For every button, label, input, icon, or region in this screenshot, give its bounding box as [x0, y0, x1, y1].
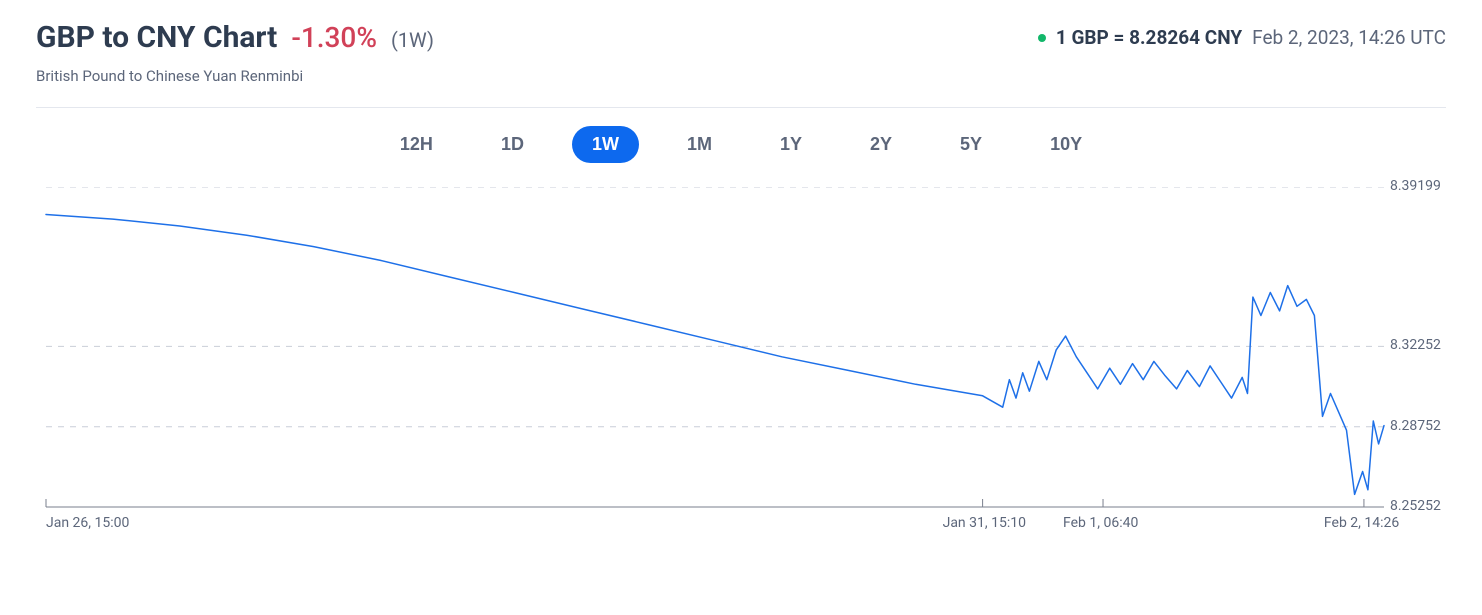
range-tab-2y[interactable]: 2Y	[850, 126, 912, 163]
header-row: GBP to CNY Chart -1.30% (1W) British Pou…	[36, 20, 1446, 85]
chart-area[interactable]: 8.391998.322528.287528.25252Jan 26, 15:0…	[36, 187, 1446, 547]
chart-svg	[36, 187, 1446, 547]
range-tab-1m[interactable]: 1M	[667, 126, 732, 163]
x-axis-label: Jan 26, 15:00	[46, 515, 129, 531]
x-axis-label: Feb 2, 14:26	[1324, 515, 1399, 531]
rate-timestamp: Feb 2, 2023, 14:26 UTC	[1252, 26, 1446, 49]
x-axis-label: Feb 1, 06:40	[1063, 515, 1138, 531]
currency-chart-widget: GBP to CNY Chart -1.30% (1W) British Pou…	[0, 0, 1482, 557]
divider	[36, 107, 1446, 108]
range-tab-5y[interactable]: 5Y	[940, 126, 1002, 163]
x-axis-label: Jan 31, 15:10	[943, 515, 1026, 531]
chart-subtitle: British Pound to Chinese Yuan Renminbi	[36, 67, 434, 85]
range-tab-10y[interactable]: 10Y	[1030, 126, 1102, 163]
range-tab-1d[interactable]: 1D	[481, 126, 544, 163]
period-suffix: (1W)	[391, 28, 434, 52]
y-axis-label: 8.25252	[1390, 498, 1441, 514]
rate-text: 1 GBP = 8.28264 CNY	[1056, 26, 1242, 49]
range-tab-1y[interactable]: 1Y	[760, 126, 822, 163]
current-rate: 1 GBP = 8.28264 CNY Feb 2, 2023, 14:26 U…	[1038, 20, 1446, 49]
y-axis-label: 8.39199	[1390, 178, 1441, 194]
range-tabs: 12H 1D 1W 1M 1Y 2Y 5Y 10Y	[36, 126, 1446, 163]
y-axis-label: 8.28752	[1390, 418, 1441, 434]
range-tab-1w[interactable]: 1W	[572, 126, 639, 163]
title-line: GBP to CNY Chart -1.30% (1W)	[36, 20, 434, 55]
range-tab-12h[interactable]: 12H	[380, 126, 453, 163]
y-axis-label: 8.32252	[1390, 337, 1441, 353]
live-dot-icon	[1038, 34, 1046, 42]
chart-title: GBP to CNY Chart	[36, 20, 277, 55]
title-block: GBP to CNY Chart -1.30% (1W) British Pou…	[36, 20, 434, 85]
pct-change: -1.30%	[291, 21, 377, 54]
